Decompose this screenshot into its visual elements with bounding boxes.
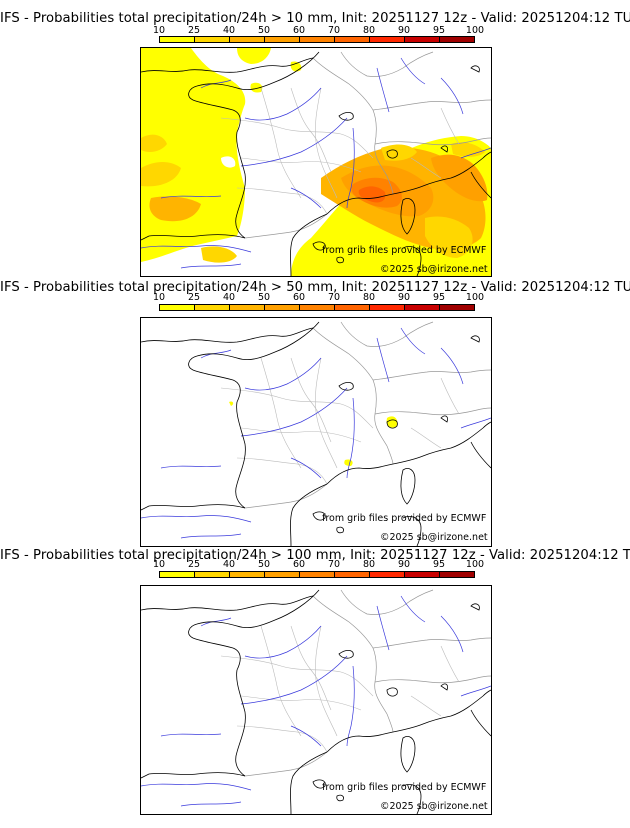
tick-label: 25	[187, 559, 201, 570]
colorbar-segment	[265, 572, 300, 577]
tick-label: 95	[432, 292, 446, 303]
source-credit: from grib files provided by ECMWF	[322, 513, 487, 524]
map-canvas	[141, 48, 491, 276]
colorbar-segment	[370, 572, 405, 577]
tick-label: 80	[362, 292, 376, 303]
tick-label: 90	[397, 292, 411, 303]
tick-label: 80	[362, 559, 376, 570]
colorbar-segment	[195, 572, 230, 577]
tick-label: 80	[362, 25, 376, 36]
colorbar-segment	[440, 572, 474, 577]
tick-label: 50	[257, 25, 271, 36]
colorbar-segment	[335, 37, 370, 42]
copyright-credit: ©2025 sb@irizone.net	[380, 532, 488, 543]
copyright-credit: ©2025 sb@irizone.net	[380, 264, 488, 275]
colorbar-segment	[230, 37, 265, 42]
colorbar-segment	[335, 572, 370, 577]
map-50mm	[140, 317, 492, 547]
colorbar	[159, 571, 475, 578]
colorbar-segment	[160, 305, 195, 310]
colorbar-segment	[335, 305, 370, 310]
colorbar-segment	[195, 305, 230, 310]
colorbar	[159, 36, 475, 43]
colorbar-ticks: 10 25 40 50 60 70 80 90 95 100	[0, 559, 630, 570]
colorbar-segment	[230, 572, 265, 577]
panel-title: IFS - Probabilities total precipitation/…	[0, 11, 630, 26]
tick-label: 90	[397, 25, 411, 36]
tick-label: 60	[292, 25, 306, 36]
tick-label: 40	[222, 292, 236, 303]
colorbar-segment	[300, 37, 335, 42]
colorbar-segment	[370, 37, 405, 42]
tick-label: 50	[257, 292, 271, 303]
tick-label: 60	[292, 292, 306, 303]
map-10mm	[140, 47, 492, 277]
panel-title: IFS - Probabilities total precipitation/…	[0, 548, 630, 563]
colorbar-segment	[405, 572, 440, 577]
tick-label: 40	[222, 25, 236, 36]
colorbar-ticks: 10 25 40 50 60 70 80 90 95 100	[0, 292, 630, 303]
colorbar	[159, 304, 475, 311]
tick-label: 10	[152, 292, 166, 303]
colorbar-segment	[160, 572, 195, 577]
colorbar-segment	[265, 37, 300, 42]
tick-label: 50	[257, 559, 271, 570]
map-canvas	[141, 589, 491, 814]
colorbar-segment	[265, 305, 300, 310]
tick-label: 90	[397, 559, 411, 570]
tick-label: 60	[292, 559, 306, 570]
panel-10mm: IFS - Probabilities total precipitation/…	[0, 0, 630, 277]
tick-label: 25	[187, 292, 201, 303]
colorbar-segment	[440, 305, 474, 310]
tick-label: 100	[465, 25, 485, 36]
tick-label: 95	[432, 25, 446, 36]
colorbar-segment	[405, 305, 440, 310]
tick-label: 10	[152, 559, 166, 570]
tick-label: 25	[187, 25, 201, 36]
probability-field	[141, 48, 491, 276]
colorbar-segment	[300, 572, 335, 577]
colorbar-segment	[440, 37, 474, 42]
tick-label: 100	[465, 292, 485, 303]
panel-50mm: IFS - Probabilities total precipitation/…	[0, 270, 630, 547]
colorbar-ticks: 10 25 40 50 60 70 80 90 95 100	[0, 25, 630, 36]
colorbar-segment	[370, 305, 405, 310]
copyright-credit: ©2025 sb@irizone.net	[380, 801, 488, 812]
tick-label: 95	[432, 559, 446, 570]
tick-label: 40	[222, 559, 236, 570]
panel-title: IFS - Probabilities total precipitation/…	[0, 280, 630, 295]
tick-label: 70	[327, 559, 341, 570]
source-credit: from grib files provided by ECMWF	[322, 245, 487, 256]
source-credit: from grib files provided by ECMWF	[322, 782, 487, 793]
probability-field	[229, 401, 398, 466]
tick-label: 70	[327, 292, 341, 303]
tick-label: 10	[152, 25, 166, 36]
colorbar-segment	[405, 37, 440, 42]
tick-label: 70	[327, 25, 341, 36]
colorbar-segment	[300, 305, 335, 310]
map-100mm	[140, 585, 492, 815]
colorbar-segment	[195, 37, 230, 42]
tick-label: 100	[465, 559, 485, 570]
colorbar-segment	[160, 37, 195, 42]
colorbar-segment	[230, 305, 265, 310]
map-canvas	[141, 321, 491, 546]
panel-100mm: IFS - Probabilities total precipitation/…	[0, 540, 630, 815]
